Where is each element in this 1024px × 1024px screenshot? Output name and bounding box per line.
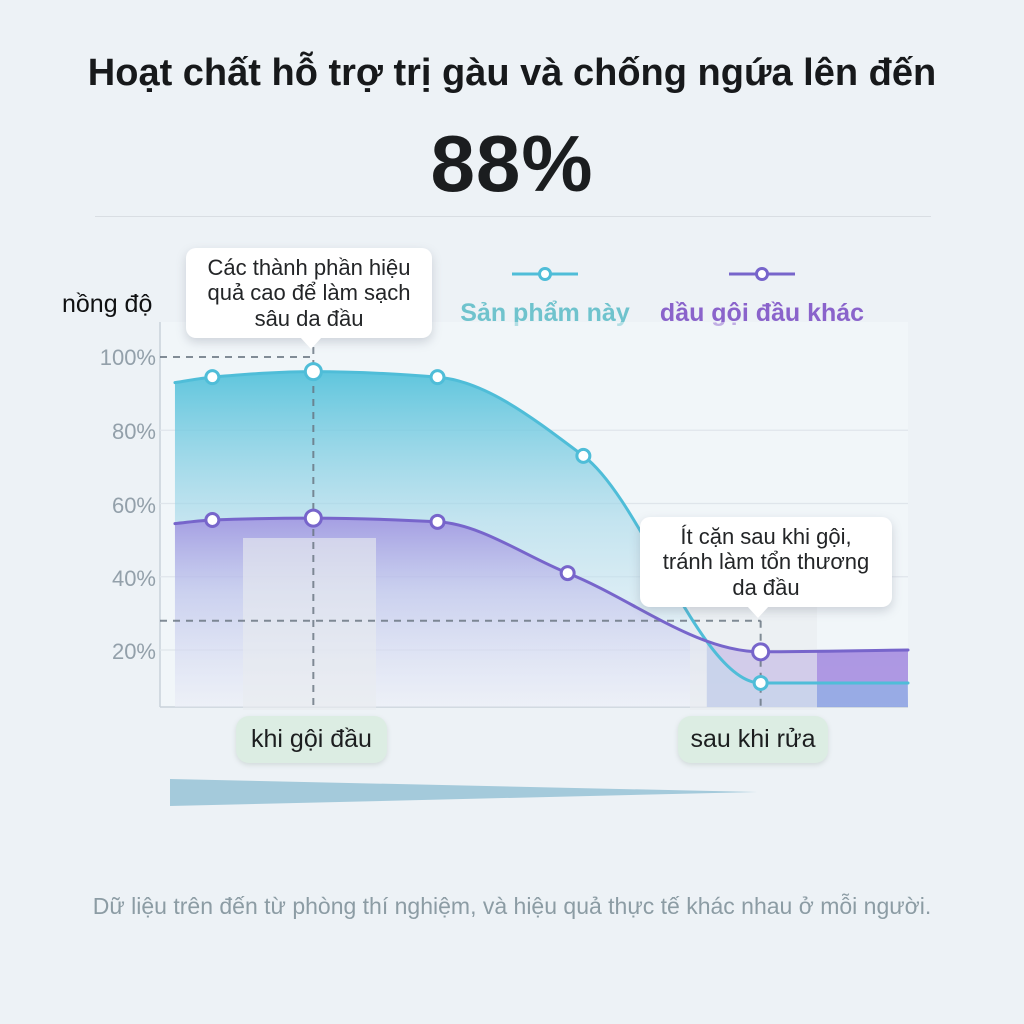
y-tick-60: 60% (111, 493, 156, 518)
callout-deep-clean: Các thành phần hiệu quả cao để làm sạch … (186, 248, 432, 349)
callout-low-residue: Ít cặn sau khi gội, tránh làm tổn thương… (640, 517, 892, 618)
decreasing-arrow-icon (170, 779, 757, 806)
series-markers-layer (204, 362, 771, 691)
legend-marker-purple-icon (729, 267, 795, 281)
headline-percentage: 88% (430, 119, 594, 208)
footnote: Dữ liệu trên đến từ phòng thí nghiệm, và… (92, 893, 932, 919)
divider (95, 216, 931, 217)
y-axis-title: nồng độ (62, 290, 153, 318)
y-tick-100: 100% (99, 345, 156, 370)
y-tick-80: 80% (111, 419, 156, 444)
legend-marker-cyan-icon (512, 267, 578, 281)
page-title: Hoạt chất hỗ trợ trị gàu và chống ngứa l… (87, 52, 937, 94)
y-tick-40: 40% (111, 566, 156, 591)
x-label-shampooing: khi gội đầu (236, 716, 387, 763)
y-tick-20: 20% (111, 639, 156, 664)
x-label-after-rinse: sau khi rửa (678, 716, 828, 763)
highlight-band-shampooing (243, 538, 376, 710)
